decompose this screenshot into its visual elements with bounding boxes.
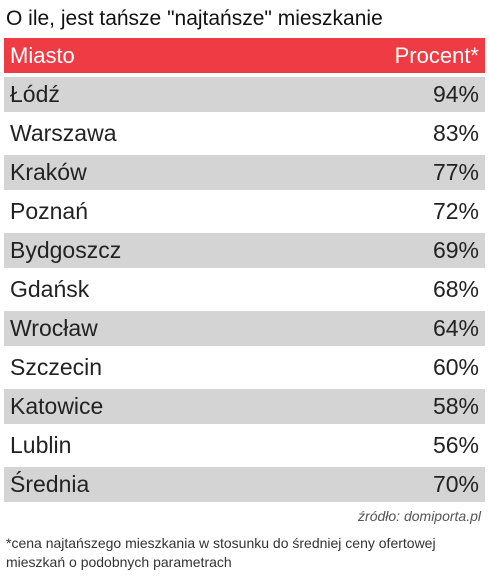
- table-row: Gdańsk 68%: [4, 272, 485, 311]
- row-percent: 60%: [432, 354, 479, 380]
- table-row: Katowice 58%: [4, 389, 485, 428]
- row-percent: 58%: [432, 393, 479, 419]
- table-row: Wrocław 64%: [4, 311, 485, 350]
- table-row: Łódź 94%: [4, 77, 485, 116]
- row-city: Poznań: [10, 198, 89, 224]
- data-table: Miasto Procent* Łódź 94% Warszawa 83% Kr…: [4, 38, 485, 506]
- header-city: Miasto: [10, 43, 75, 68]
- table-row: Lublin 56%: [4, 428, 485, 467]
- row-city: Kraków: [10, 159, 87, 185]
- row-city: Gdańsk: [10, 276, 90, 302]
- row-city: Lublin: [10, 432, 72, 458]
- table-row: Szczecin 60%: [4, 350, 485, 389]
- row-city: Bydgoszcz: [10, 237, 122, 263]
- table-row: Poznań 72%: [4, 194, 485, 233]
- row-percent: 83%: [432, 120, 479, 146]
- row-percent: 70%: [432, 471, 479, 497]
- row-percent: 77%: [432, 159, 479, 185]
- row-percent: 94%: [432, 81, 479, 107]
- row-percent: 72%: [432, 198, 479, 224]
- row-percent: 69%: [432, 237, 479, 263]
- table-row: Bydgoszcz 69%: [4, 233, 485, 272]
- table-row-average: Średnia 70%: [4, 467, 485, 506]
- table-header-row: Miasto Procent*: [4, 38, 485, 77]
- footnote: *cena najtańszego mieszkania w stosunku …: [6, 535, 436, 570]
- row-percent: 68%: [432, 276, 479, 302]
- row-city: Wrocław: [10, 315, 98, 341]
- row-percent: 56%: [432, 432, 479, 458]
- chart-title: O ile, jest tańsze "najtańsze" mieszkani…: [6, 7, 383, 30]
- header-percent: Procent*: [394, 43, 479, 68]
- source-note: źródło: domiporta.pl: [358, 508, 481, 524]
- row-city: Średnia: [10, 471, 90, 497]
- row-percent: 64%: [432, 315, 479, 341]
- row-city: Katowice: [10, 393, 104, 419]
- row-city: Szczecin: [10, 354, 103, 380]
- row-city: Łódź: [10, 81, 60, 107]
- table-row: Kraków 77%: [4, 155, 485, 194]
- row-city: Warszawa: [10, 120, 117, 146]
- table-row: Warszawa 83%: [4, 116, 485, 155]
